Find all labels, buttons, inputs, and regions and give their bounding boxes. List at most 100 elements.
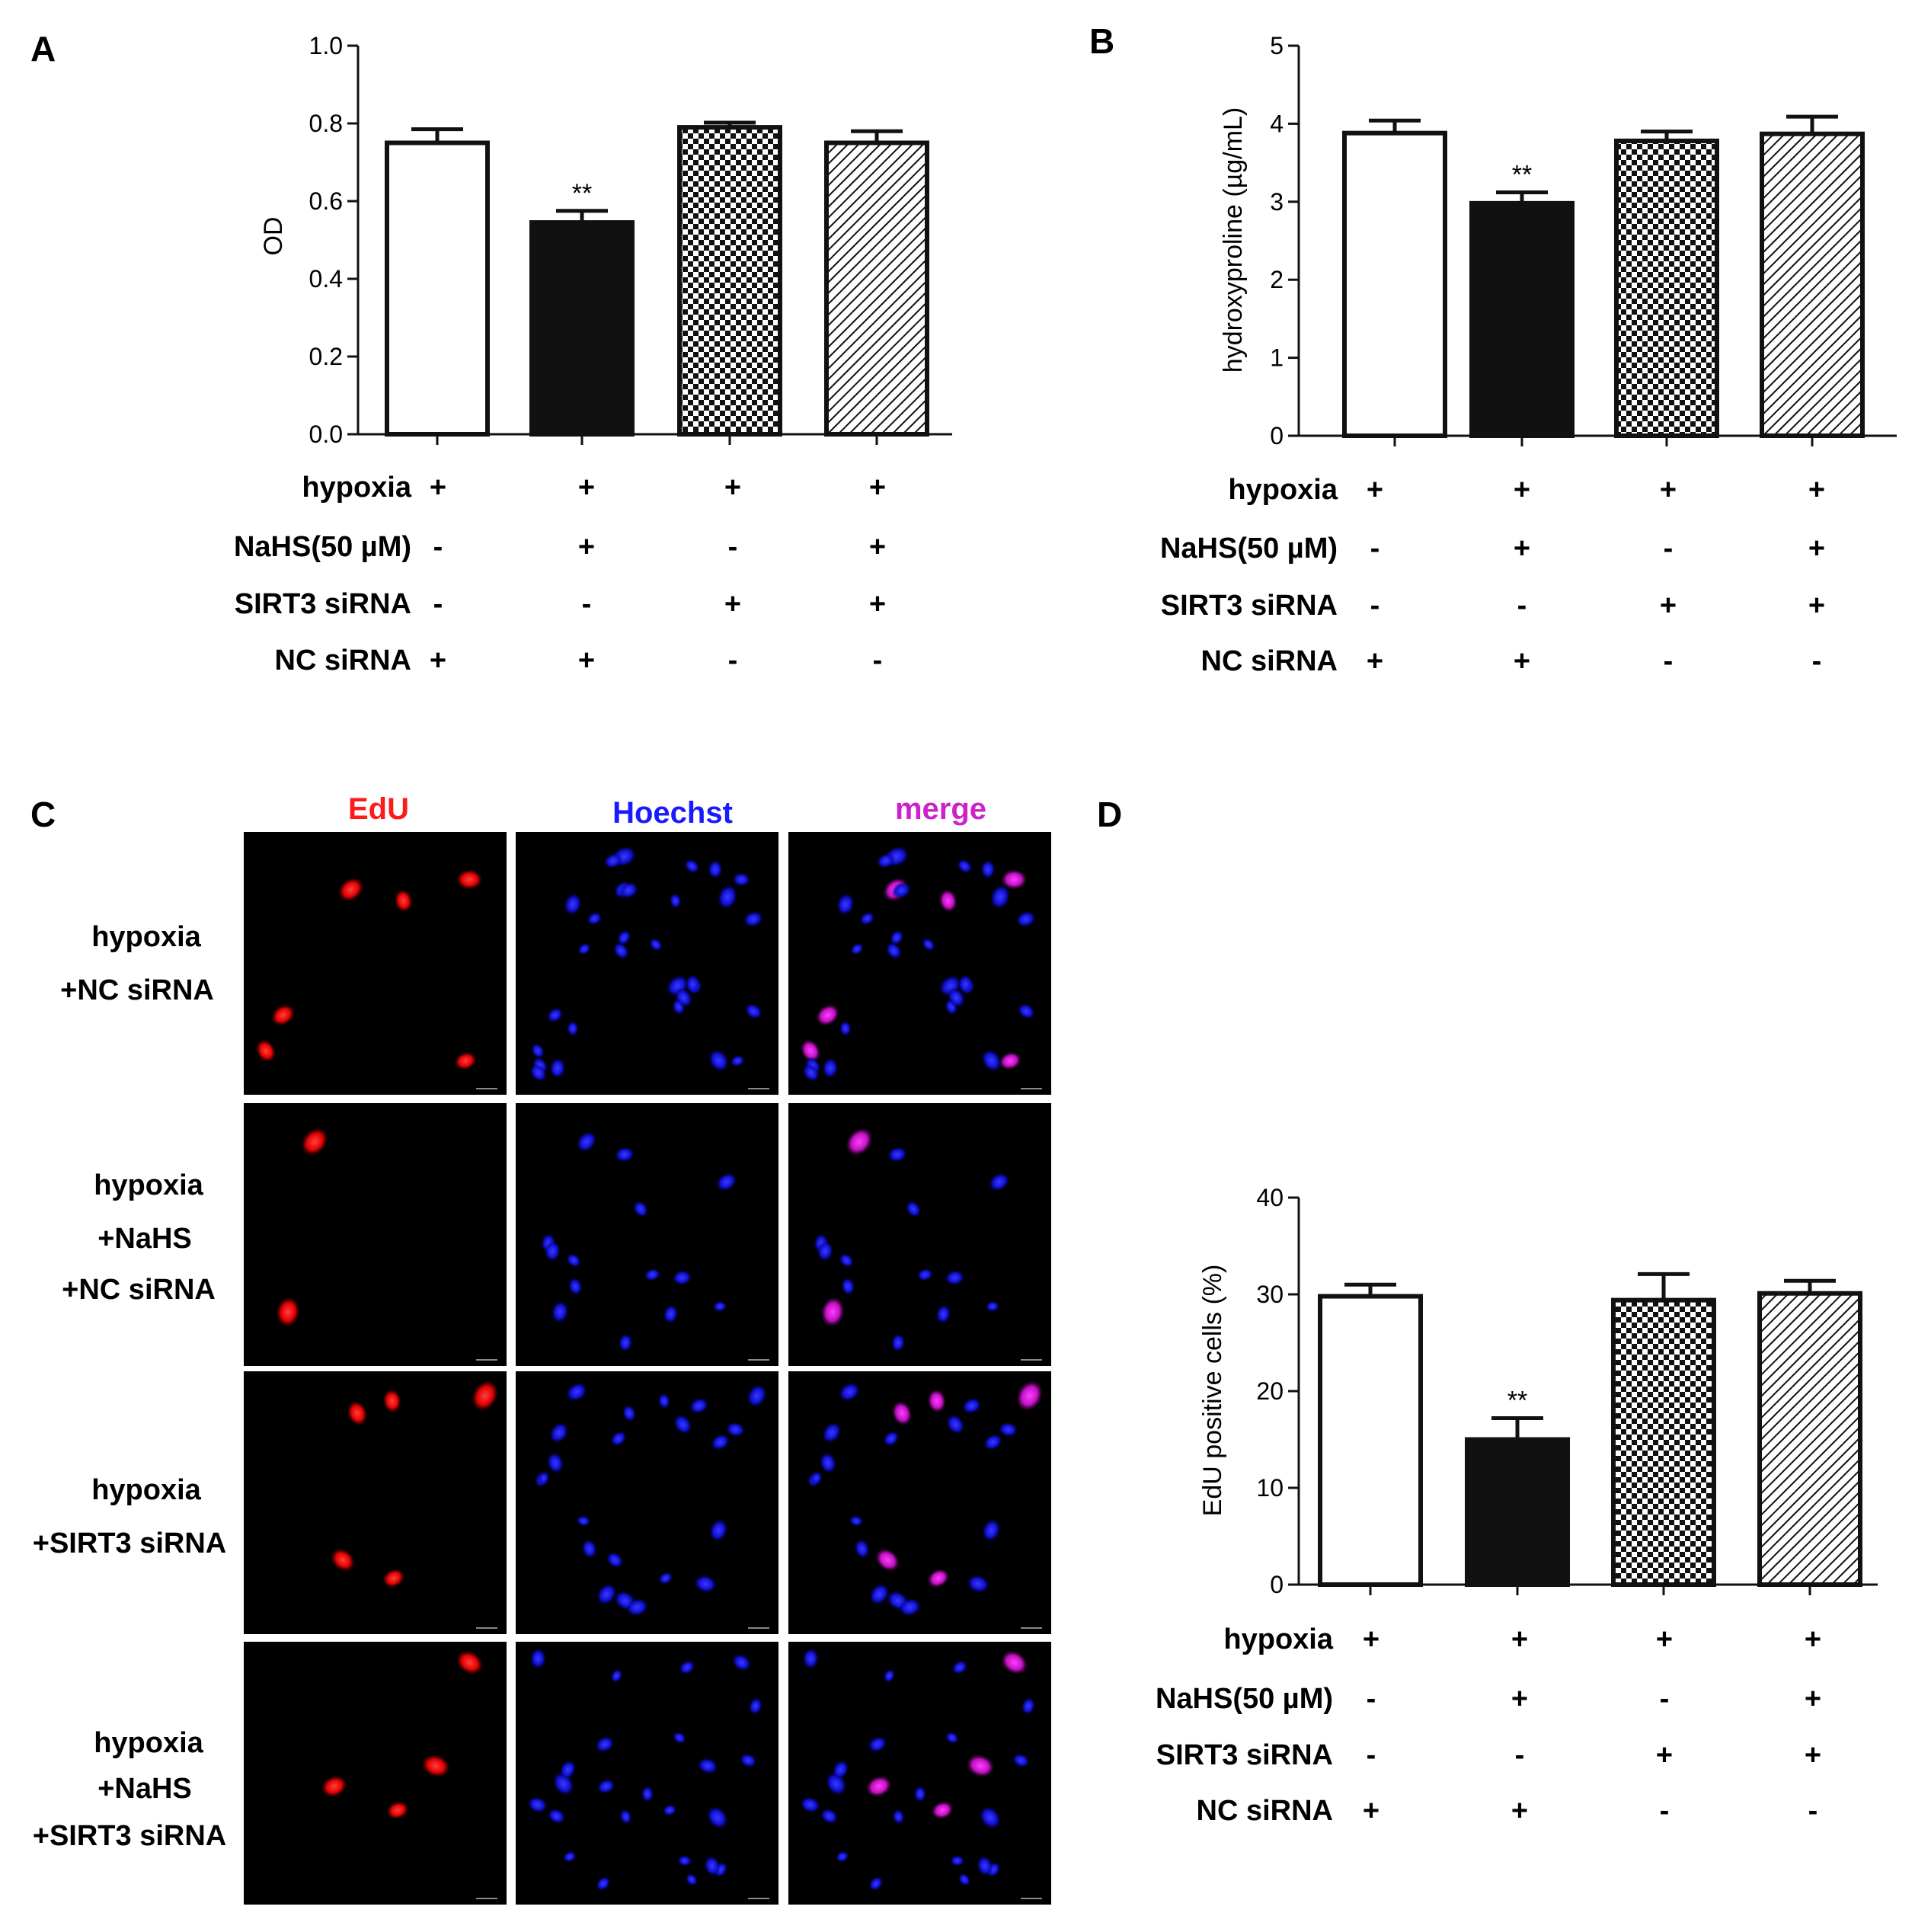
micro-image (788, 1103, 1051, 1366)
bar (1342, 130, 1447, 439)
nucleus (945, 1270, 965, 1286)
nucleus (980, 859, 996, 879)
group-4-line-2: +NaHS (98, 1773, 192, 1805)
nucleus (658, 1572, 673, 1585)
channel-label-edu: EdU (348, 792, 409, 826)
nucleus (562, 1850, 577, 1863)
nucleus (800, 1039, 821, 1063)
group-label-3: hypoxia +SIRT3 siRNA (33, 1474, 226, 1559)
condition-sign: + (724, 472, 741, 504)
nucleus (709, 1518, 728, 1542)
nucleus (338, 877, 364, 902)
y-tick-label: 0.4 (309, 265, 343, 293)
group-3-line-2: +SIRT3 siRNA (33, 1527, 226, 1559)
micro-image (244, 1103, 507, 1366)
nucleus (839, 1021, 852, 1037)
nucleus (576, 1131, 597, 1153)
condition-sign: - (1515, 1739, 1525, 1771)
nucleus (883, 1668, 896, 1683)
nucleus (596, 1583, 617, 1605)
nucleus (708, 859, 723, 879)
nucleus (271, 1004, 296, 1026)
nucleus (950, 1855, 965, 1866)
condition-sign: - (728, 531, 738, 563)
nucleus (717, 884, 738, 910)
y-axis-label: hydroxyproline (µg/mL) (1219, 107, 1248, 373)
nucleus (938, 889, 958, 913)
nucleus (744, 1003, 762, 1019)
nucleus (958, 974, 973, 995)
nucleus (876, 852, 895, 869)
nucleus (836, 893, 855, 916)
micro-grid (244, 832, 1051, 1905)
nucleus (1012, 1753, 1030, 1768)
nucleus (568, 1277, 583, 1296)
condition-sign: + (869, 588, 886, 620)
condition-sign: - (1367, 1739, 1376, 1771)
nucleus (694, 1575, 717, 1593)
nucleus (685, 1873, 699, 1886)
micro-image (788, 1642, 1051, 1905)
nucleus (276, 1297, 300, 1327)
y-tick-label: 20 (1256, 1377, 1284, 1405)
condition-sign: + (578, 531, 595, 563)
nucleus (854, 1539, 870, 1559)
condition-sign: + (578, 645, 595, 677)
channel-label-hoechst: Hoechst (612, 796, 733, 830)
nucleus (868, 1876, 884, 1892)
nucleus (669, 893, 682, 909)
condition-row-label: SIRT3 siRNA (1156, 1739, 1333, 1771)
condition-sign: + (724, 588, 741, 620)
micro-image (516, 1371, 778, 1634)
y-tick-label: 1.0 (309, 32, 343, 59)
nucleus (547, 1808, 566, 1825)
condition-sign: + (1805, 1683, 1821, 1715)
nucleus (663, 1304, 679, 1324)
group-4-line-3: +SIRT3 siRNA (33, 1820, 226, 1852)
nucleus (564, 893, 582, 916)
nucleus (885, 942, 902, 960)
bar (1318, 1294, 1423, 1588)
nucleus (820, 1808, 839, 1825)
nucleus (674, 987, 693, 1008)
nucleus (716, 1172, 737, 1192)
nucleus (841, 1277, 855, 1296)
nucleus (981, 1049, 1002, 1072)
bar (529, 220, 635, 437)
panel-label-b: B (1089, 21, 1114, 61)
nucleus (612, 942, 629, 960)
nucleus (732, 872, 751, 887)
nucleus (679, 1660, 695, 1675)
condition-sign: + (1514, 474, 1530, 506)
nucleus (641, 1786, 654, 1802)
y-tick-label: 0 (1270, 1571, 1284, 1598)
nucleus (657, 1393, 670, 1409)
nucleus (566, 1253, 581, 1268)
y-tick-label: 0.6 (309, 187, 343, 215)
nucleus (697, 1758, 718, 1774)
condition-sign: - (1517, 590, 1527, 622)
condition-sign: + (1363, 1795, 1380, 1827)
nucleus (859, 912, 875, 926)
nucleus (892, 1809, 905, 1825)
nucleus (822, 1057, 839, 1079)
nucleus (1016, 1380, 1044, 1412)
condition-sign: + (1656, 1623, 1673, 1655)
nucleus (544, 1240, 561, 1262)
nucleus (839, 1253, 854, 1268)
group-1-line-2: +NC siRNA (60, 974, 214, 1006)
nucleus (935, 1304, 951, 1324)
nucleus (549, 1422, 569, 1444)
nucleus (883, 1431, 900, 1447)
nucleus (817, 1240, 833, 1262)
nucleus (706, 1806, 729, 1829)
nucleus (673, 1414, 692, 1435)
nucleus (819, 1452, 837, 1474)
nucleus (576, 1515, 591, 1527)
condition-sign: + (1805, 1739, 1821, 1771)
y-tick-label: 1 (1270, 344, 1284, 372)
condition-sign: + (1367, 645, 1383, 677)
nucleus (850, 942, 864, 955)
nucleus (596, 1876, 611, 1892)
nucleus (529, 1648, 547, 1669)
